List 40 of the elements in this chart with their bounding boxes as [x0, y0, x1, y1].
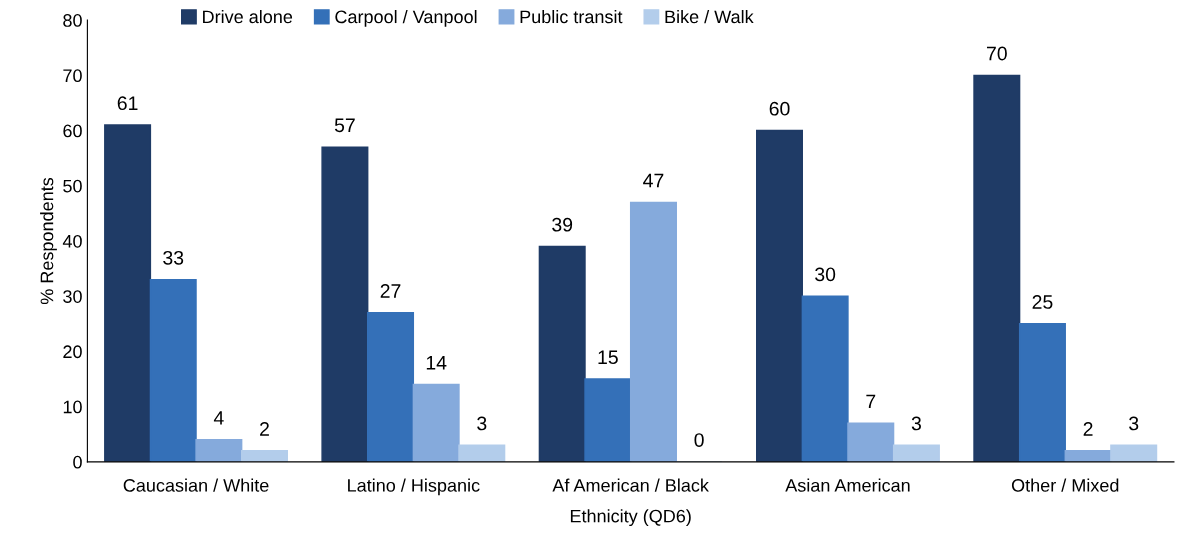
data-label: 61: [117, 96, 138, 111]
y-axis-title: % Respondents: [40, 177, 57, 305]
data-label: 14: [426, 356, 447, 370]
data-label: 60: [769, 101, 790, 116]
data-label: 39: [552, 217, 573, 232]
data-label: 2: [1083, 422, 1093, 436]
x-tick-label: Other / Mixed: [1011, 478, 1119, 492]
x-axis-title: Ethnicity (QD6): [570, 509, 691, 527]
data-label: 57: [334, 118, 355, 133]
legend-label: Carpool / Vanpool: [335, 9, 477, 27]
data-label: 33: [163, 250, 184, 265]
data-label: 47: [643, 173, 664, 188]
x-tick-label: Caucasian / White: [123, 478, 269, 492]
y-tick-label: 0: [73, 455, 82, 469]
data-label: 70: [986, 46, 1007, 61]
y-tick-label: 50: [63, 179, 82, 193]
data-label: 3: [1129, 416, 1139, 431]
data-label: 25: [1032, 295, 1053, 309]
data-label: 0: [694, 433, 704, 447]
data-label: 4: [213, 411, 224, 425]
y-tick-label: 40: [62, 234, 82, 248]
y-tick-label: 30: [63, 290, 82, 303]
y-tick-label: 60: [63, 124, 82, 138]
data-label: 2: [260, 422, 269, 436]
y-tick-label: 20: [63, 345, 82, 359]
legend-label: Drive alone: [203, 9, 293, 24]
data-label: 7: [866, 394, 876, 409]
y-tick-label: 10: [63, 400, 82, 414]
legend-label: Public transit: [520, 9, 623, 24]
data-label: 3: [477, 416, 487, 431]
y-tick-label: 80: [63, 14, 82, 27]
y-tick-label: 70: [63, 69, 82, 83]
data-label: 15: [598, 350, 618, 365]
data-label: 30: [815, 267, 836, 282]
data-label: 27: [380, 284, 401, 298]
x-tick-label: Asian American: [785, 478, 910, 492]
data-label: 3: [911, 416, 921, 431]
x-tick-label: Latino / Hispanic: [348, 478, 480, 496]
legend-label: Bike / Walk: [665, 9, 754, 24]
x-tick-label: Af American / Black: [552, 478, 709, 492]
